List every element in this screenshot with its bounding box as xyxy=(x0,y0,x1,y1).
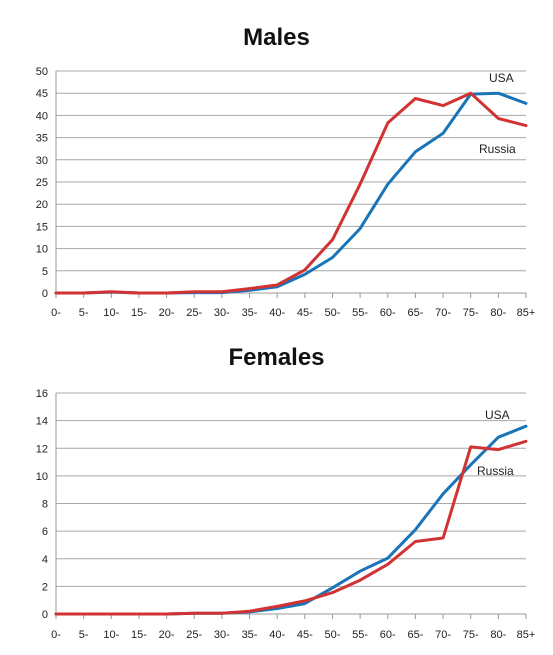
chart-title: Females xyxy=(228,344,325,371)
series-label-russia: Russia xyxy=(479,142,516,156)
x-tick-label: 10- xyxy=(103,629,119,641)
series-line-usa xyxy=(54,424,528,616)
y-tick-label: 35 xyxy=(36,133,48,145)
x-tick-label: 0- xyxy=(51,629,61,641)
x-tick-label: 30- xyxy=(214,307,230,319)
x-tick-label: 55- xyxy=(352,629,368,641)
x-tick-label: 50- xyxy=(325,629,341,641)
y-tick-label: 15 xyxy=(36,221,48,233)
series-label-usa: USA xyxy=(489,71,514,85)
x-tick-label: 5- xyxy=(79,629,89,641)
x-tick-label: 5- xyxy=(79,307,89,319)
x-tick-label: 60- xyxy=(380,307,396,319)
y-tick-label: 30 xyxy=(36,155,48,167)
x-tick-label: 30- xyxy=(214,629,230,641)
y-tick-label: 16 xyxy=(36,388,48,400)
x-tick-label: 15- xyxy=(131,307,147,319)
y-tick-label: 25 xyxy=(36,177,48,189)
y-tick-label: 5 xyxy=(42,266,48,278)
series-line-russia xyxy=(54,439,528,616)
x-tick-label: 65- xyxy=(407,629,423,641)
series-line-usa xyxy=(54,91,528,295)
x-tick-label: 15- xyxy=(131,629,147,641)
y-tick-label: 4 xyxy=(42,554,48,566)
x-tick-label: 35- xyxy=(242,629,258,641)
males-line-chart: 0 5 10 15 20 25 30 35 40 45 50 0- 5- 10- 15- 20- 25- 30- 3… xyxy=(36,66,536,319)
x-tick-label: 85+ xyxy=(517,307,536,319)
x-tick-label: 20- xyxy=(159,307,175,319)
y-tick-label: 10 xyxy=(36,471,48,483)
series-label-russia: Russia xyxy=(477,464,514,478)
x-tick-label: 45- xyxy=(297,629,313,641)
x-tick-label: 20- xyxy=(159,629,175,641)
y-tick-label: 8 xyxy=(42,499,48,511)
series-label-usa: USA xyxy=(485,408,510,422)
series-line-russia xyxy=(54,91,528,295)
x-tick-label: 25- xyxy=(186,307,202,319)
y-tick-label: 10 xyxy=(36,244,48,256)
x-tick-label: 70- xyxy=(435,629,451,641)
y-tick-label: 12 xyxy=(36,443,48,455)
y-tick-label: 40 xyxy=(36,110,48,122)
x-tick-label: 50- xyxy=(325,307,341,319)
x-tick-label: 75- xyxy=(463,307,479,319)
x-tick-label: 65- xyxy=(407,307,423,319)
x-tick-label: 75- xyxy=(463,629,479,641)
x-tick-label: 25- xyxy=(186,629,202,641)
x-tick-label: 0- xyxy=(51,307,61,319)
x-tick-label: 70- xyxy=(435,307,451,319)
x-tick-label: 40- xyxy=(269,307,285,319)
x-tick-label: 85+ xyxy=(517,629,536,641)
x-tick-label: 80- xyxy=(490,307,506,319)
x-tick-label: 55- xyxy=(352,307,368,319)
y-tick-label: 0 xyxy=(42,288,48,300)
y-tick-label: 20 xyxy=(36,199,48,211)
x-tick-label: 40- xyxy=(269,629,285,641)
x-tick-label: 60- xyxy=(380,629,396,641)
females-chart-panel: Females 0 2 4 6 8 10 12 14 16 0- 5- 10- 15- 20- 25- 30-… xyxy=(0,332,553,655)
y-tick-label: 2 xyxy=(42,581,48,593)
y-tick-label: 45 xyxy=(36,88,48,100)
males-chart-panel: Males 0 5 10 15 20 25 30 35 40 45 50 0- 5- 10- 15- 20- 2… xyxy=(36,24,536,319)
y-tick-label: 6 xyxy=(42,526,48,538)
y-tick-label: 0 xyxy=(42,609,48,621)
chart-title: Males xyxy=(243,24,310,51)
females-line-chart: 0 2 4 6 8 10 12 14 16 0- 5- 10- 15- 20- 25- 30- 35- 40- 45… xyxy=(36,388,536,641)
x-tick-label: 45- xyxy=(297,307,313,319)
y-tick-label: 14 xyxy=(36,416,48,428)
x-tick-label: 80- xyxy=(490,629,506,641)
x-tick-label: 35- xyxy=(242,307,258,319)
x-tick-label: 10- xyxy=(103,307,119,319)
y-tick-label: 50 xyxy=(36,66,48,78)
